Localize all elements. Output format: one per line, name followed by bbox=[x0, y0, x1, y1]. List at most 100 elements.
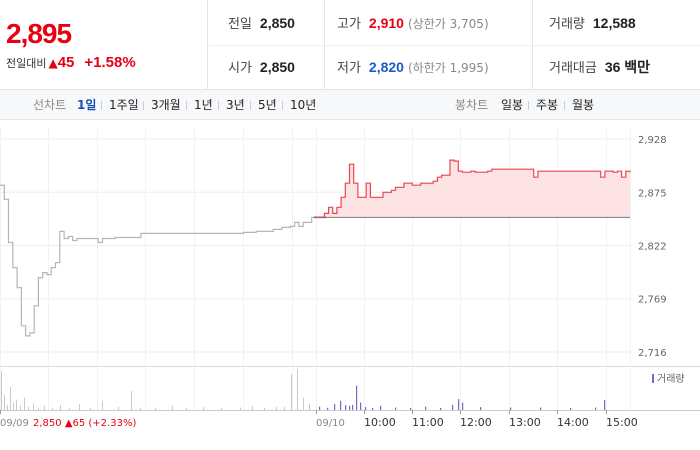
volume-bar bbox=[360, 402, 362, 410]
volume-cell: 거래량 12,588 bbox=[549, 1, 636, 45]
tab-separator bbox=[282, 101, 283, 110]
open-cell: 시가 2,850 bbox=[228, 45, 295, 89]
volume-bar bbox=[203, 407, 204, 410]
tab-separator bbox=[143, 101, 144, 110]
tab-weekly-candle[interactable]: 주봉 bbox=[536, 98, 559, 112]
x-tick-label: 11:00 bbox=[412, 416, 444, 429]
tab-separator bbox=[564, 101, 565, 110]
prev-close-label: 전일 bbox=[228, 17, 252, 32]
chart-lines bbox=[0, 159, 631, 337]
high-cell: 고가 2,910 (상한가 3,705) bbox=[337, 1, 489, 45]
tab-1-week[interactable]: 1주일 bbox=[109, 98, 139, 112]
tab-monthly-candle[interactable]: 월봉 bbox=[572, 98, 595, 112]
volume-bar bbox=[440, 407, 442, 410]
volume-bar bbox=[79, 404, 80, 410]
volume-bar bbox=[131, 391, 132, 410]
lower-limit-note: (하한가 1,995) bbox=[407, 61, 489, 75]
series-today-line bbox=[316, 159, 631, 218]
volume-bar bbox=[52, 407, 53, 410]
tab-3-years[interactable]: 3년 bbox=[226, 98, 245, 112]
x-tick-label: 13:00 bbox=[509, 416, 541, 429]
volume-bar bbox=[20, 405, 21, 410]
chart-period-tabs: 선차트 1일 1주일 3개월 1년 3년 5년 10년 봉차트 일봉 주봉 월봉 bbox=[0, 90, 700, 120]
volume-bar bbox=[462, 402, 464, 410]
current-price: 2,895 bbox=[6, 18, 72, 49]
tab-5-years[interactable]: 5년 bbox=[258, 98, 277, 112]
y-tick-label: 2,875 bbox=[638, 188, 667, 199]
high-value: 2,910 bbox=[368, 15, 404, 31]
tab-1-year[interactable]: 1년 bbox=[194, 98, 213, 112]
volume-bar bbox=[510, 407, 512, 410]
tab-separator bbox=[250, 101, 251, 110]
low-cell: 저가 2,820 (하한가 1,995) bbox=[337, 45, 489, 89]
x-tick-label: 12:00 bbox=[460, 416, 492, 429]
volume-bar bbox=[327, 407, 329, 410]
volume-bar bbox=[33, 403, 34, 410]
volume-bar bbox=[186, 407, 187, 410]
volume-label: 거래량 bbox=[549, 17, 585, 32]
high-label: 고가 bbox=[337, 17, 361, 32]
upper-limit-note: (상한가 3,705) bbox=[407, 17, 489, 31]
volume-bar bbox=[24, 397, 25, 410]
volume-bar bbox=[595, 407, 597, 410]
amount-value: 36 백만 bbox=[604, 59, 651, 75]
volume-bar bbox=[28, 406, 29, 410]
volume-bar bbox=[425, 406, 427, 410]
tab-10-years[interactable]: 10년 bbox=[290, 98, 317, 112]
amount-cell: 거래대금 36 백만 bbox=[549, 45, 650, 89]
volume-bar bbox=[349, 405, 351, 410]
volume-bar bbox=[16, 399, 17, 410]
x-tick-label: 15:00 bbox=[606, 416, 638, 429]
prev-close-cell: 전일 2,850 bbox=[228, 1, 295, 45]
volume-bar bbox=[410, 407, 412, 410]
volume-bar bbox=[264, 407, 265, 410]
tab-daily-candle[interactable]: 일봉 bbox=[501, 98, 524, 112]
low-value: 2,820 bbox=[368, 59, 404, 75]
y-tick-label: 2,822 bbox=[638, 242, 667, 253]
volume-bar bbox=[276, 406, 277, 410]
volume-bar bbox=[291, 374, 292, 410]
chart-fill-area bbox=[316, 160, 630, 218]
volume-bar bbox=[356, 385, 358, 410]
candle-chart-label: 봉차트 bbox=[455, 98, 489, 112]
x-axis: 09/09 09/10 10:00 11:00 12:00 13:00 14:00 15:00 bbox=[0, 410, 638, 429]
chart-grid bbox=[0, 126, 700, 411]
volume-bar bbox=[60, 404, 61, 410]
volume-bar bbox=[319, 406, 321, 410]
volume-bar bbox=[10, 386, 11, 410]
volume-bar bbox=[480, 407, 482, 410]
volume-bar bbox=[1, 371, 2, 410]
tab-separator bbox=[186, 101, 187, 110]
volume-bar bbox=[38, 407, 39, 410]
divider bbox=[209, 45, 700, 46]
change-label: 전일대비 bbox=[6, 57, 47, 70]
y-axis: 2,928 2,875 2,822 2,769 2,716 bbox=[638, 135, 667, 359]
volume-bar bbox=[395, 407, 397, 410]
series-prev-day-line bbox=[0, 184, 316, 337]
price-box: 2,895 전일대비 ▲45 +1.58% bbox=[0, 0, 208, 90]
volume-bar bbox=[44, 405, 45, 410]
up-triangle-icon: ▲ bbox=[48, 56, 58, 70]
open-value: 2,850 bbox=[259, 59, 295, 75]
volume-value: 12,588 bbox=[592, 15, 636, 31]
volume-bar bbox=[252, 406, 253, 410]
volume-bar bbox=[604, 399, 606, 410]
low-label: 저가 bbox=[337, 61, 361, 76]
prev-day-note: 2,850 ▲65 (+2.33%) bbox=[33, 418, 136, 429]
tab-3-months[interactable]: 3개월 bbox=[151, 98, 181, 112]
volume-bar bbox=[172, 405, 173, 410]
volume-bar bbox=[69, 408, 70, 410]
volume-bar bbox=[340, 400, 342, 410]
tab-separator bbox=[528, 101, 529, 110]
volume-legend-swatch bbox=[652, 374, 654, 383]
x-tick-label: 10:00 bbox=[364, 416, 396, 429]
quote-panel: 2,895 전일대비 ▲45 +1.58% 전일 2,850 고가 2,910 (상한가 … bbox=[0, 0, 700, 90]
up-fill-area bbox=[316, 160, 630, 218]
tab-1-day[interactable]: 1일 bbox=[77, 98, 97, 112]
change-percent: +1.58% bbox=[84, 54, 136, 71]
x-tick-label: 09/10 bbox=[316, 418, 345, 429]
line-chart-label: 선차트 bbox=[33, 98, 67, 112]
volume-bar bbox=[118, 406, 119, 410]
amount-label: 거래대금 bbox=[549, 61, 597, 76]
volume-legend-label: 거래량 bbox=[657, 373, 685, 385]
